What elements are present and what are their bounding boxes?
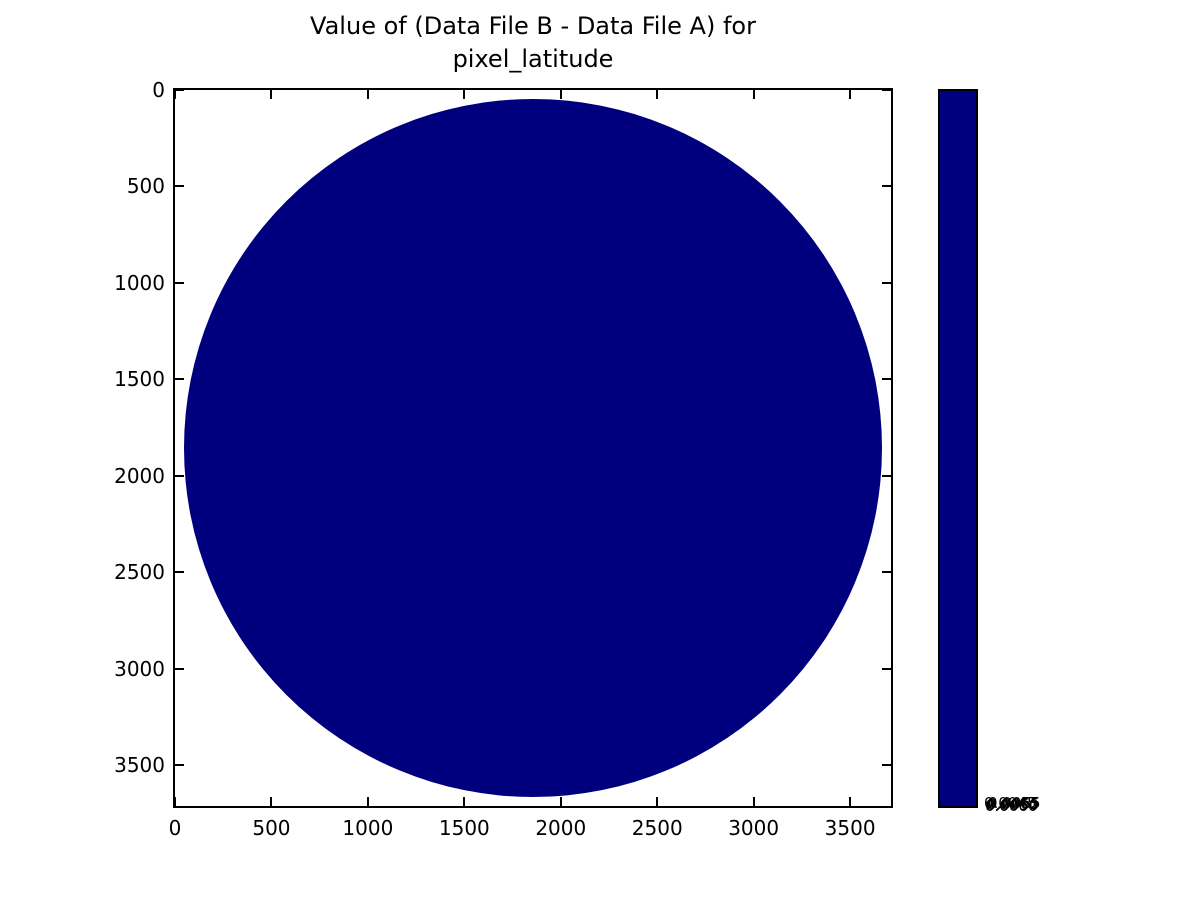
y-tick-mark — [882, 667, 891, 670]
x-tick-mark — [656, 797, 659, 806]
y-axis-tick-label: 3000 — [114, 656, 165, 681]
colorbar-tick-label: 0.0065 — [987, 795, 1040, 813]
y-tick-mark — [175, 474, 184, 477]
x-axis-tick-label: 2500 — [631, 816, 683, 840]
y-tick-mark — [175, 378, 184, 381]
x-tick-mark — [849, 797, 852, 806]
y-axis-tick-label: 2500 — [114, 560, 165, 585]
y-tick-mark — [175, 667, 184, 670]
y-axis-tick-label: 500 — [126, 174, 165, 199]
x-axis-tick-label: 500 — [252, 816, 291, 840]
x-tick-mark — [270, 90, 273, 99]
x-tick-mark — [656, 90, 659, 99]
x-tick-mark — [174, 797, 176, 806]
x-tick-mark — [559, 797, 562, 806]
x-tick-mark — [849, 90, 852, 99]
colorbar-tick-label: 0.0050 — [986, 796, 1039, 814]
x-tick-mark — [366, 90, 369, 99]
x-tick-mark — [752, 90, 755, 99]
earth-disk-image — [183, 98, 883, 798]
y-tick-mark — [882, 571, 891, 574]
colorbar-tick-label: 0.0055 — [988, 794, 1041, 812]
y-axis-tick-label: 1000 — [114, 270, 165, 295]
colorbar-tick-label: 0.0045 — [984, 794, 1037, 812]
y-tick-mark — [882, 474, 891, 477]
y-tick-mark — [882, 378, 891, 381]
colorbar-tick-labels: 0.0045 0.0050 0.0055 0.0060 0.0065 — [984, 794, 1074, 818]
y-tick-mark — [175, 281, 184, 284]
y-tick-mark — [175, 89, 184, 91]
plot-title: Value of (Data File B - Data File A) for… — [173, 10, 893, 76]
y-tick-mark — [175, 764, 184, 767]
x-axis-tick-label: 0 — [168, 816, 182, 840]
y-axis-tick-label: 2000 — [114, 463, 165, 488]
colorbar — [938, 89, 978, 808]
x-tick-mark — [174, 90, 176, 99]
y-axis-tick-label: 0 — [152, 78, 165, 102]
x-tick-mark — [270, 797, 273, 806]
y-tick-mark — [882, 281, 891, 284]
y-axis-tick-label: 3500 — [114, 753, 165, 778]
x-axis-tick-label: 1000 — [342, 816, 394, 840]
title-line-1: Value of (Data File B - Data File A) for — [310, 12, 756, 40]
x-tick-mark — [366, 797, 369, 806]
x-axis-tick-label: 2000 — [535, 816, 587, 840]
x-tick-mark — [752, 797, 755, 806]
y-tick-mark — [882, 185, 891, 188]
x-tick-mark — [463, 797, 466, 806]
y-tick-mark — [175, 571, 184, 574]
x-tick-mark — [559, 90, 562, 99]
x-axis-tick-label: 3000 — [728, 816, 780, 840]
y-tick-mark — [175, 185, 184, 188]
x-tick-mark — [463, 90, 466, 99]
colorbar-tick-label: 0.0060 — [985, 797, 1038, 815]
y-tick-mark — [882, 89, 891, 91]
y-axis-tick-label: 1500 — [114, 367, 165, 392]
plot-area — [173, 88, 893, 808]
y-tick-mark — [882, 764, 891, 767]
title-line-2: pixel_latitude — [452, 45, 614, 73]
x-axis-tick-label: 1500 — [438, 816, 490, 840]
x-axis-tick-label: 3500 — [824, 816, 876, 840]
